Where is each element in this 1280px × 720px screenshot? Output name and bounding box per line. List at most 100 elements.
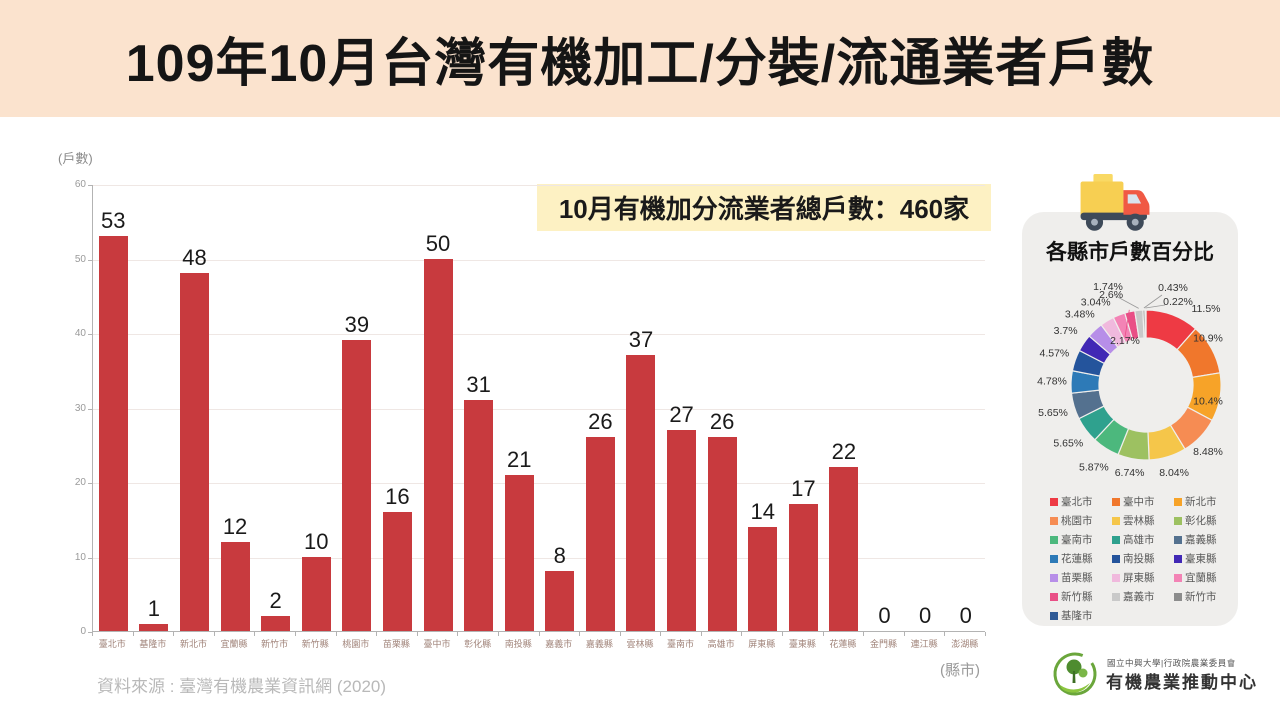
x-tick-mark	[944, 632, 946, 636]
x-tick-mark	[822, 632, 824, 636]
x-tick-mark	[376, 632, 378, 636]
bar-雲林縣	[626, 355, 656, 631]
legend-item-高雄市: 高雄市	[1112, 532, 1174, 547]
legend-item-臺北市: 臺北市	[1050, 494, 1112, 509]
bar-嘉義市	[545, 571, 575, 631]
legend-item-新竹縣: 新竹縣	[1050, 589, 1112, 604]
y-tick-mark	[88, 408, 92, 410]
bar-value-label: 26	[709, 409, 735, 435]
x-tick-mark	[700, 632, 702, 636]
bar-彰化縣	[464, 400, 494, 631]
legend-item-宜蘭縣: 宜蘭縣	[1174, 570, 1236, 585]
bar-value-label: 16	[385, 483, 410, 509]
bar-value-label: 0	[918, 603, 932, 628]
x-tick-label: 高雄市	[707, 639, 735, 649]
bar-屏東縣	[748, 526, 778, 631]
donut-percentage-label: 0.43%	[1158, 282, 1188, 294]
legend-item-屏東縣: 屏東縣	[1112, 570, 1174, 585]
bar-臺中市	[423, 258, 453, 631]
legend-label: 臺南市	[1061, 534, 1093, 546]
x-tick-mark	[92, 632, 93, 636]
legend-item-花蓮縣: 花蓮縣	[1050, 551, 1112, 566]
emblem-tree-trunk	[1072, 671, 1076, 683]
x-tick-mark	[457, 632, 459, 636]
x-tick-mark	[497, 632, 499, 636]
x-tick-label: 新竹縣	[301, 639, 329, 649]
truck-cargo-box	[1080, 181, 1124, 217]
bar-value-label: 8	[553, 543, 566, 569]
legend-swatch	[1174, 516, 1182, 525]
bar-value-label: 27	[669, 401, 694, 427]
legend-item-桃園市: 桃園市	[1050, 513, 1112, 528]
legend-swatch	[1174, 573, 1182, 582]
donut-percentage-label: 5.65%	[1038, 407, 1068, 419]
x-tick-label: 南投縣	[504, 639, 532, 649]
legend-label: 基隆市	[1061, 610, 1093, 622]
page-title: 109年10月台灣有機加工/分裝/流通業者戶數	[125, 35, 1155, 93]
x-tick-label: 臺北市	[98, 639, 126, 649]
x-tick-mark	[213, 632, 215, 636]
legend-item-雲林縣: 雲林縣	[1112, 513, 1174, 528]
y-tick-label: 40	[74, 328, 86, 339]
bar-value-label: 37	[628, 327, 654, 353]
donut-legend: 臺北市 臺中市 新北市 桃園市 雲林縣 彰化縣 臺南市 高雄市 嘉義縣 花蓮縣 南投縣 臺東縣 苗栗縣 屏…	[1050, 494, 1236, 623]
x-tick-mark	[903, 632, 905, 636]
gridline	[93, 334, 985, 335]
y-tick-label: 10	[74, 551, 86, 563]
label-leader-line	[1143, 294, 1163, 309]
donut-percentage-label: 1.74%	[1093, 281, 1123, 293]
x-tick-mark	[132, 632, 134, 636]
bar-花蓮縣	[829, 467, 859, 631]
gridline	[93, 259, 985, 261]
x-tick-label: 臺中市	[423, 639, 451, 649]
source-note: 資料來源 : 臺灣有機農業資訊網 (2020)	[97, 677, 387, 696]
y-tick-label: 50	[74, 253, 86, 265]
bar-value-label: 21	[506, 446, 532, 472]
bar-value-label: 31	[466, 372, 491, 398]
bar-value-label: 12	[222, 513, 248, 539]
org-name-small: 國立中興大學|行政院農業委員會	[1107, 658, 1236, 668]
legend-item-基隆市: 基隆市	[1050, 608, 1112, 623]
legend-label: 臺中市	[1123, 496, 1155, 508]
truck-window	[1127, 194, 1142, 204]
bar-value-label: 53	[101, 208, 126, 234]
legend-swatch	[1112, 573, 1120, 582]
y-tick-label: 20	[74, 477, 86, 488]
x-tick-mark	[985, 632, 986, 636]
donut-percentage-label: 2.17%	[1110, 335, 1140, 347]
legend-swatch	[1174, 592, 1182, 601]
bar-南投縣	[504, 474, 534, 631]
x-tick-label: 金門縣	[870, 639, 898, 649]
legend-swatch	[1050, 497, 1058, 506]
x-tick-label: 臺東縣	[788, 639, 816, 649]
x-tick-mark	[294, 632, 296, 636]
legend-item-苗栗縣: 苗栗縣	[1050, 570, 1112, 585]
y-tick-label: 60	[74, 179, 86, 190]
legend-label: 桃園市	[1061, 515, 1093, 527]
donut-percentage-label: 4.78%	[1037, 376, 1067, 388]
donut-percentage-label: 8.48%	[1193, 446, 1223, 458]
x-tick-mark	[173, 632, 175, 636]
y-axis-unit-label: (戶數)	[58, 151, 93, 166]
bar-臺南市	[667, 429, 697, 631]
x-tick-label: 新北市	[179, 639, 207, 649]
x-tick-label: 桃園市	[342, 639, 370, 649]
donut-percentage-label: 3.48%	[1065, 309, 1095, 321]
label-leader-line	[1145, 304, 1166, 309]
legend-label: 苗栗縣	[1061, 572, 1093, 584]
x-tick-label: 臺南市	[667, 639, 695, 649]
legend-label: 花蓮縣	[1061, 553, 1093, 565]
legend-label: 嘉義市	[1123, 591, 1155, 603]
percentage-panel: 各縣市戶數百分比 11.5% 10.9% 10.4% 8.48% 8.04% 6.74% 5…	[1022, 174, 1238, 626]
x-tick-label: 澎湖縣	[951, 639, 979, 649]
donut-percentage-label: 0.22%	[1163, 296, 1193, 308]
donut-percentage-label: 4.57%	[1040, 348, 1070, 360]
legend-swatch	[1174, 554, 1182, 563]
bar-value-label: 14	[750, 498, 775, 524]
donut-percentage-label: 2.6%	[1099, 289, 1123, 301]
bar-value-label: 50	[425, 230, 451, 256]
legend-label: 高雄市	[1123, 534, 1155, 546]
x-tick-label: 嘉義縣	[585, 639, 613, 649]
donut-percentage-label: 11.5%	[1192, 303, 1221, 315]
donut-svg: 11.5% 10.9% 10.4% 8.48% 8.04% 6.74% 5.87% 5.65%…	[1037, 281, 1223, 479]
